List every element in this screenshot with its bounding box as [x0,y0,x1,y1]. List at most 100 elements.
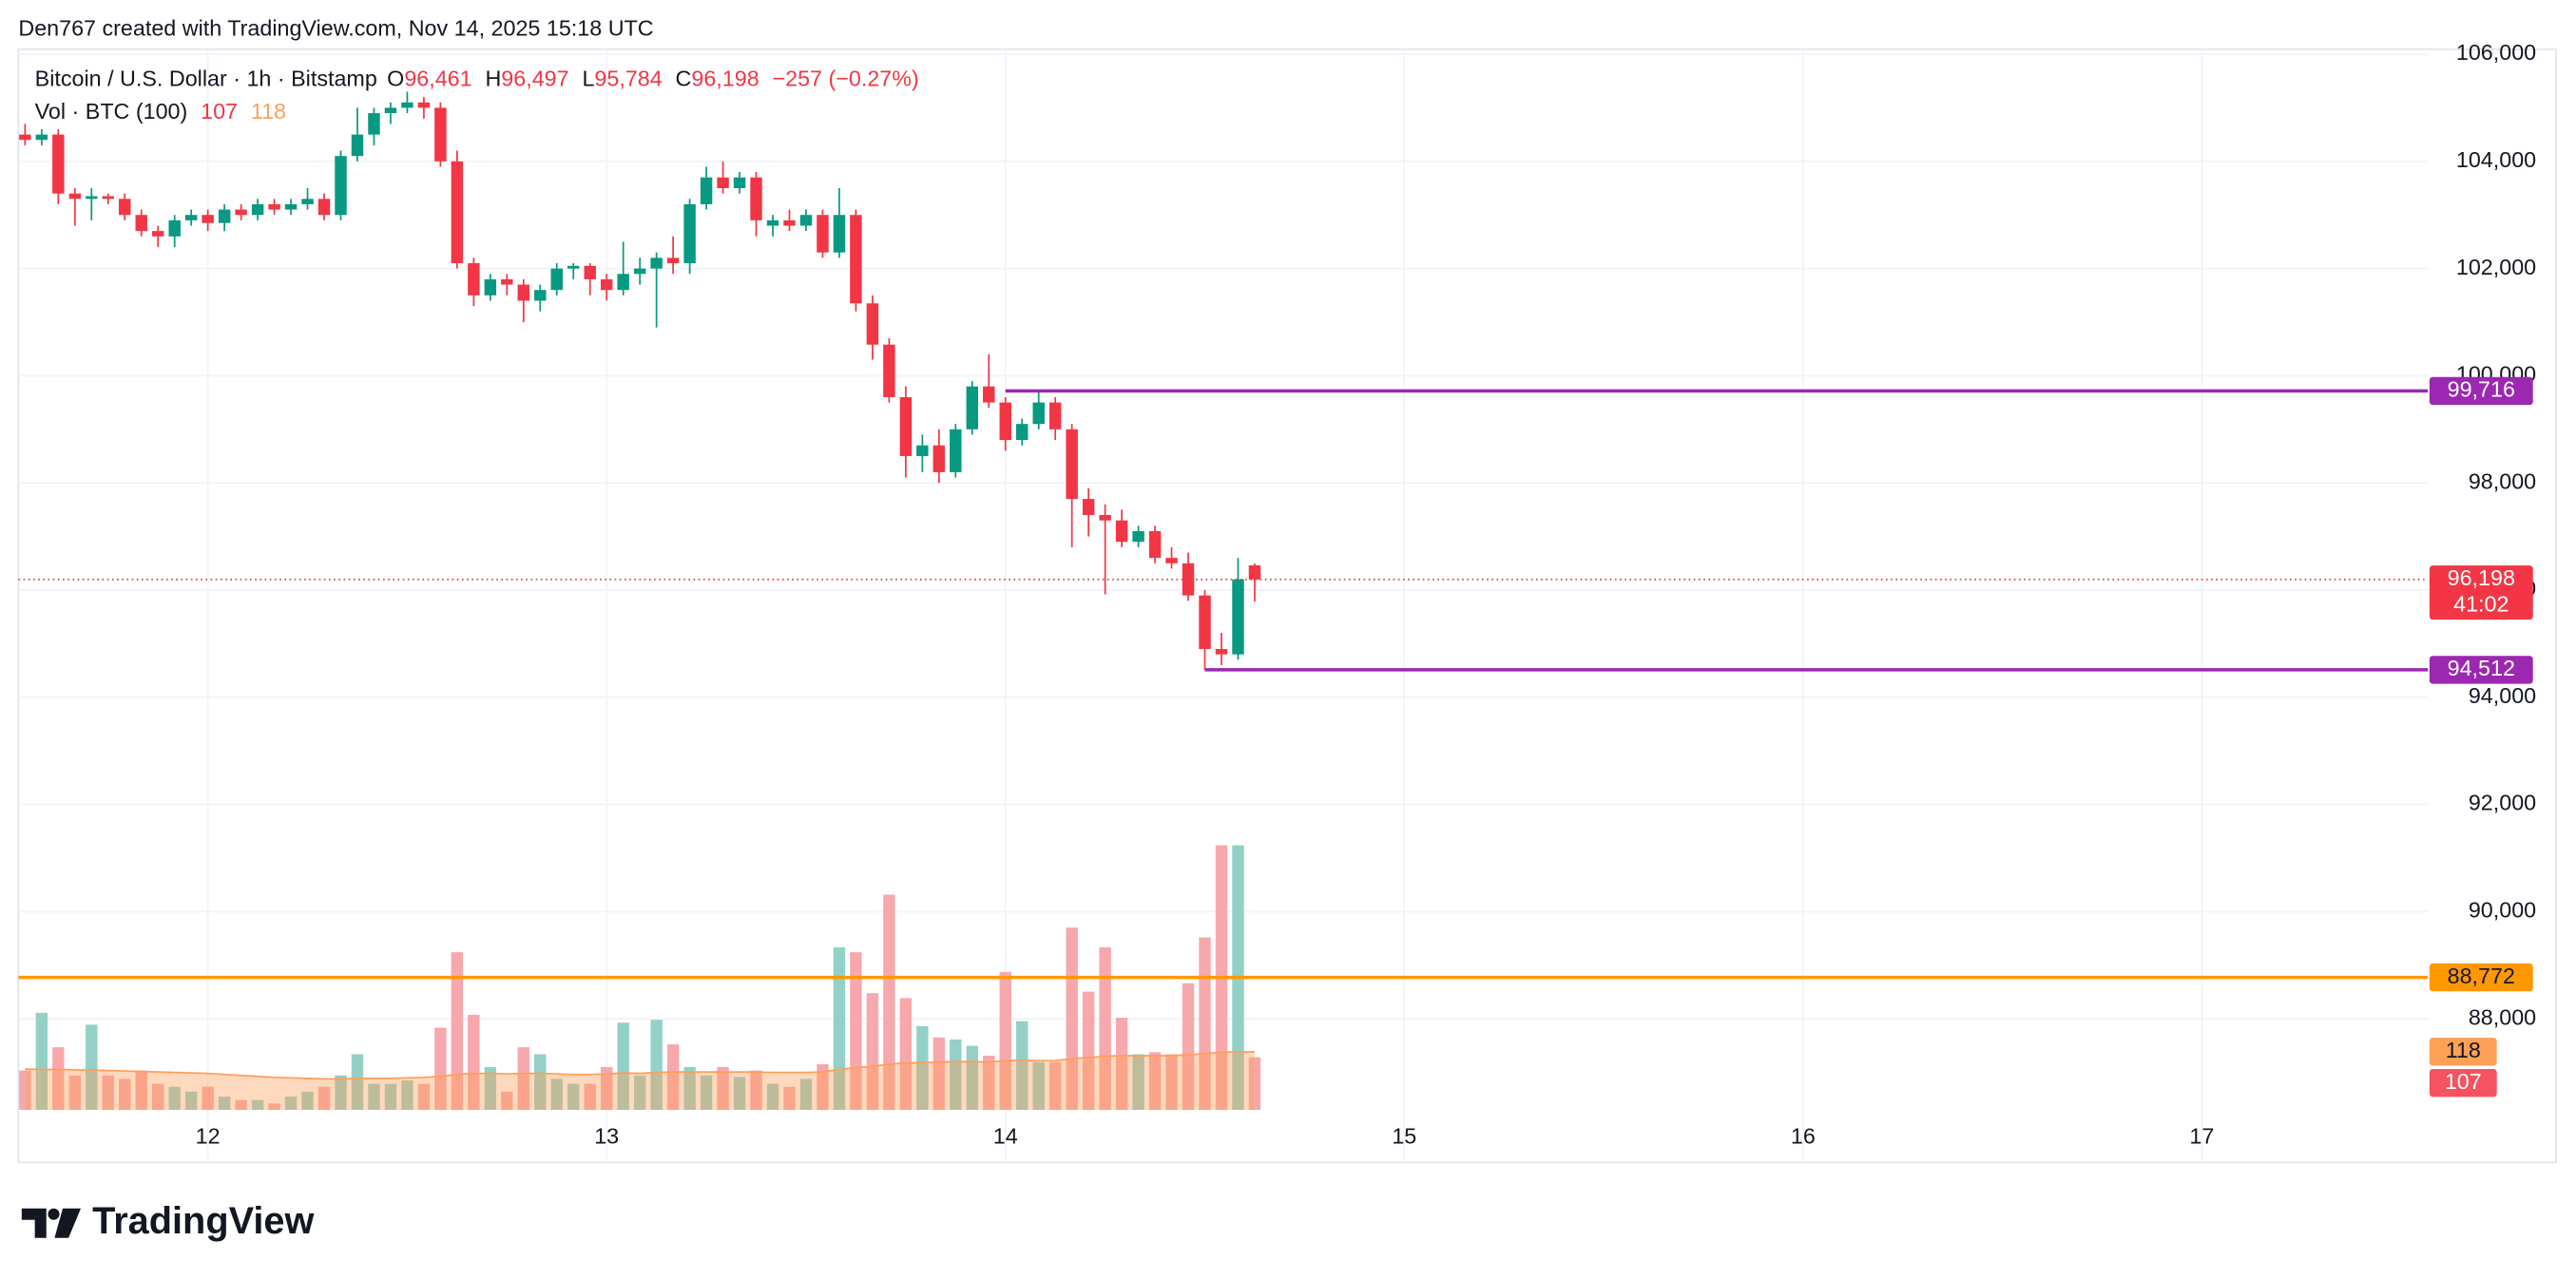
candle-body [833,215,846,253]
level-badge: 94,512 [2429,656,2533,684]
volume-bar [484,1066,497,1111]
candle-body [983,386,995,403]
volume-bar [666,1044,680,1111]
candle-body [883,344,895,397]
y-tick-label: 102,000 [2456,255,2536,279]
volume-bar [717,1066,729,1111]
candle-body [1248,564,1261,580]
candle-body [550,268,563,291]
level-badge-text: 94,512 [2448,656,2515,680]
candle-body [766,220,779,226]
candle-body [1032,402,1045,425]
level-badge-text: 88,772 [2448,964,2515,988]
legend-symbol: Bitcoin / U.S. Dollar · 1h · Bitstamp O96… [35,67,919,91]
volume-bar [584,1083,596,1111]
candle-body [368,113,380,135]
candle-body [733,177,746,189]
candle-body [102,196,114,200]
volume [19,845,1261,1111]
candle-body [950,429,962,472]
volume-bar [1148,1052,1162,1111]
volume-bar [1032,1061,1045,1111]
volume-badge-bg [2429,1068,2497,1098]
volume-bar [1016,1021,1028,1111]
candle-body [52,134,65,194]
volume-bar [301,1091,314,1111]
volume-bar [983,1056,995,1111]
candle-body [351,134,364,157]
volume-bar [766,1083,779,1111]
candle-body [317,199,331,216]
x-tick-label: 16 [1791,1124,1816,1149]
candle-body [567,265,580,269]
grid [18,48,2429,1163]
logo-mark [21,1208,47,1238]
volume-bar [850,952,862,1111]
x-tick-label: 15 [1392,1124,1416,1149]
volume-bar [799,1079,813,1111]
candle-body [1048,402,1062,430]
level-badge-bg [2429,376,2533,406]
volume-bar [950,1039,962,1111]
volume-bar [567,1083,580,1111]
ohlc-key: H [485,67,501,91]
candle-body [1099,515,1111,521]
candle-body [717,177,729,189]
volume-bar [683,1066,696,1111]
change: −257 (−0.27%) [773,67,919,91]
candle-body [584,265,596,279]
volume-bar [119,1079,131,1111]
volume-bar [866,993,879,1111]
volume-bar [52,1047,65,1111]
candle-body [1165,558,1178,563]
y-tick-label: 106,000 [2456,40,2536,65]
logo-dot [48,1208,60,1220]
x-tick-label: 14 [993,1124,1018,1149]
y-tick-label: 98,000 [2469,468,2536,493]
last-price-badge-bg [2429,565,2533,620]
volume-bar [999,971,1011,1111]
candle-body [850,215,862,304]
candle-body [916,445,929,456]
volume-badge: 107 [2429,1068,2497,1098]
volume-bar [351,1054,364,1111]
volume-bar [633,1075,646,1111]
volume-bar [135,1070,147,1111]
legend-volume: Vol · BTC (100) 107 118 [35,99,286,124]
volume-bar [102,1075,114,1111]
ohlc-value: 96,198 [691,67,759,91]
candle-body [666,258,680,263]
candle-body [1066,429,1078,500]
candle-body [301,199,314,204]
volume-bar [268,1103,280,1111]
volume-bar [883,894,895,1111]
candle-body [966,386,979,430]
candle-body [750,177,762,220]
level-badge: 88,772 [2429,964,2533,992]
candle-body [384,107,397,114]
volume-bar [1132,1054,1144,1111]
volume-bar [1099,946,1111,1111]
candle-body [284,203,298,210]
volume-ma-area [25,1051,1255,1111]
volume-ma-badge-bg [2429,1038,2497,1066]
ohlc-key: C [676,67,692,91]
volume-bar [317,1086,331,1111]
volume-bar [451,952,464,1111]
volume-bar [534,1054,547,1111]
candle-body [1148,530,1162,559]
y-tick-label: 92,000 [2469,791,2536,815]
volume-ma-badge-text: 118 [2446,1038,2481,1062]
ohlc-value: 96,497 [501,67,568,91]
ohlc-key: L [582,67,594,91]
volume-bar [1048,1061,1062,1111]
candle-body [401,102,413,108]
candle-body [86,196,98,200]
x-tick-label: 17 [2189,1124,2214,1149]
candle-body [168,220,181,237]
volume-bar [86,1024,98,1111]
candle-body [68,193,82,200]
volume-ma-badge: 118 [2429,1038,2497,1066]
volume-bar [1082,991,1095,1111]
candle-body [501,278,513,285]
